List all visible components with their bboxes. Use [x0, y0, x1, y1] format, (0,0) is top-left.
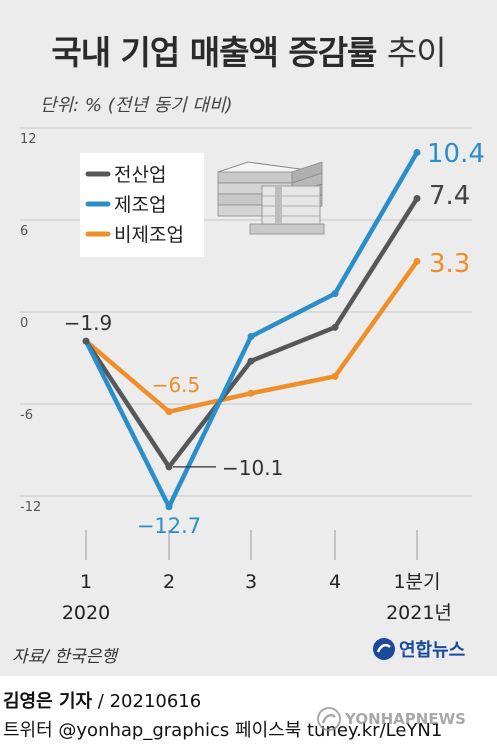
- data-point: [247, 333, 255, 341]
- data-point: [331, 290, 339, 298]
- x-tick-label: 3: [245, 571, 257, 593]
- data-label: −12.7: [137, 514, 201, 538]
- watermark: YONHAPNEWS: [316, 706, 466, 732]
- x-axis: 1 2 3 4 1분기 2020 2021년: [62, 530, 452, 624]
- x-tick-label: 1분기: [393, 571, 440, 593]
- data-point: [165, 463, 173, 471]
- watermark-icon: [317, 707, 341, 731]
- y-tick-label: 0: [20, 316, 28, 331]
- legend: 전산업 제조업 비제조업: [80, 153, 204, 257]
- chart-title: 국내 기업 매출액 증감률 추이: [0, 26, 497, 74]
- byline: 김영은 기자 / 20210616: [3, 687, 201, 713]
- data-point: [82, 337, 90, 345]
- chart-card: 국내 기업 매출액 증감률 추이 단위: % (전년 동기 대비) 12 6 0 -6…: [0, 0, 497, 676]
- y-tick-label: 12: [20, 132, 37, 147]
- data-point: [247, 389, 255, 397]
- x-tick-label: 4: [329, 571, 341, 593]
- data-label: −1.9: [64, 311, 113, 335]
- y-axis-ticks: 12 6 0 -6 -12: [20, 132, 41, 515]
- data-point: [413, 149, 421, 157]
- data-point: [331, 323, 339, 331]
- data-point: [413, 195, 421, 203]
- legend-label-all: 전산업: [114, 164, 166, 186]
- year-label: 2020: [62, 602, 110, 624]
- money-stack-icon: [217, 161, 325, 235]
- y-tick-label: -6: [20, 408, 33, 423]
- data-label: 3.3: [429, 249, 470, 279]
- data-point: [331, 372, 339, 380]
- data-point: [165, 408, 173, 416]
- publish-date: / 20210616: [92, 691, 202, 712]
- data-point: [165, 503, 173, 511]
- x-tick-label: 2: [163, 571, 175, 593]
- title-suffix: 추이: [386, 33, 447, 72]
- reporter-name: 김영은 기자: [3, 691, 93, 712]
- watermark-text: YONHAPNEWS: [345, 710, 466, 728]
- yonhap-logo-text: 연합뉴스: [399, 640, 466, 661]
- series-lines: [82, 149, 421, 511]
- data-label: 7.4: [429, 181, 470, 211]
- y-tick-label: -12: [20, 500, 41, 515]
- social-links: 트위터 @yonhap_graphics 페이스북 tuney.kr/LeYN1: [3, 720, 443, 741]
- data-point: [413, 257, 421, 265]
- data-label: 10.4: [427, 139, 485, 169]
- data-label: −10.1: [222, 456, 283, 480]
- annotations: −1.9 −6.5 −10.1 −12.7 10.4 7.4 3.3: [61, 139, 485, 538]
- title-main: 국내 기업 매출액 증감률: [51, 33, 377, 72]
- y-tick-label: 6: [20, 224, 28, 239]
- year-label: 2021년: [386, 602, 452, 624]
- unit-label: 단위: % (전년 동기 대비): [40, 95, 233, 116]
- data-point: [247, 357, 255, 365]
- source-note: 자료/ 한국은행: [12, 647, 117, 667]
- legend-label-manufacturing: 제조업: [114, 194, 166, 216]
- x-tick-label: 1: [80, 571, 92, 593]
- data-label: −6.5: [152, 373, 201, 397]
- yonhap-logo-icon: [373, 638, 395, 660]
- yonhap-logo: 연합뉴스: [372, 636, 465, 662]
- legend-label-non-manufacturing: 비제조업: [114, 224, 184, 246]
